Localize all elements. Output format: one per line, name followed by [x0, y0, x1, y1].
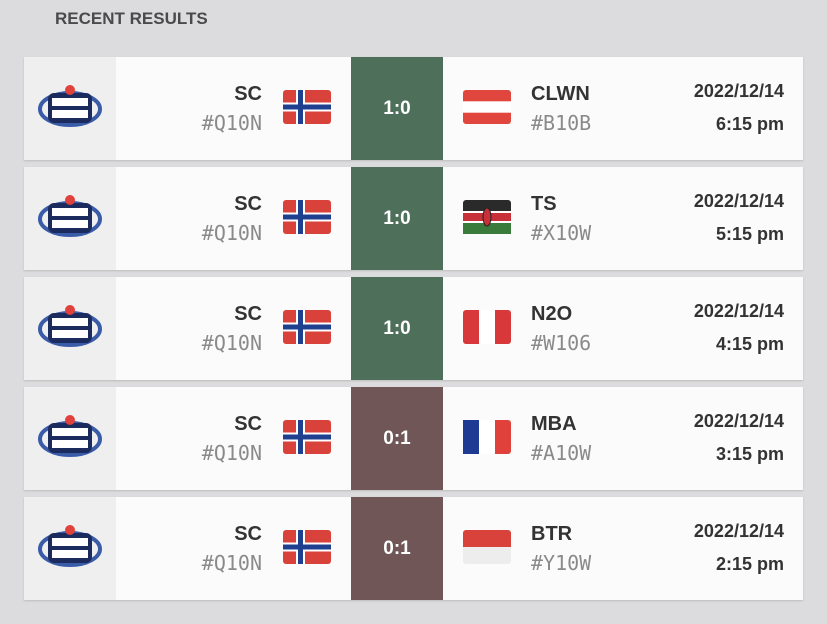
team1-tag: #Q10N: [201, 331, 262, 355]
score: 1:0: [351, 57, 443, 160]
team1-flag: [283, 200, 331, 234]
team1-tag: #Q10N: [201, 441, 262, 465]
match-time: 3:15 pm: [715, 444, 784, 464]
team2-tag: #B10B: [531, 111, 592, 135]
match-date: 2022/12/14: [693, 301, 784, 321]
match-time: 6:15 pm: [715, 114, 784, 134]
team1-name: SC: [234, 413, 262, 435]
team2-flag: [463, 200, 511, 234]
team2-flag: [463, 90, 511, 124]
result-row: SC #Q10N 0:1 MBA #A10W 2022/12/14 3:15 pm: [24, 387, 803, 490]
team2-name: TS: [531, 193, 557, 215]
score: 1:0: [351, 167, 443, 270]
section-title: RECENT RESULTS: [55, 9, 208, 28]
team2-flag: [463, 310, 511, 344]
match-time: 2:15 pm: [715, 554, 784, 574]
match-time: 5:15 pm: [715, 224, 784, 244]
team2-name: MBA: [531, 413, 577, 435]
team1-name: SC: [234, 193, 262, 215]
match-date: 2022/12/14: [693, 411, 784, 431]
team2-tag: #X10W: [531, 221, 592, 245]
team2-tag: #W106: [531, 331, 592, 355]
team2-flag: [463, 420, 511, 454]
team1-tag: #Q10N: [201, 111, 262, 135]
result-row: SC #Q10N 1:0 CLWN #B10B 2022/12/14 6:15 pm: [24, 57, 803, 160]
team2-tag: #A10W: [531, 441, 592, 465]
match-date: 2022/12/14: [693, 81, 784, 101]
event-logo: [24, 167, 116, 270]
team1-flag: [283, 530, 331, 564]
score: 0:1: [351, 497, 443, 600]
team1-name: SC: [234, 523, 262, 545]
team1-flag: [283, 310, 331, 344]
score: 1:0: [351, 277, 443, 380]
match-date: 2022/12/14: [693, 191, 784, 211]
event-logo: [24, 277, 116, 380]
event-logo: [24, 57, 116, 160]
event-logo: [24, 497, 116, 600]
match-date: 2022/12/14: [693, 521, 784, 541]
team2-name: CLWN: [531, 83, 590, 105]
event-logo: [24, 387, 116, 490]
team1-flag: [283, 90, 331, 124]
team1-name: SC: [234, 83, 262, 105]
team2-tag: #Y10W: [531, 551, 592, 575]
result-row: SC #Q10N 1:0 TS #X10W 2022/12/14 5:15 pm: [24, 167, 803, 270]
team2-flag: [463, 530, 511, 564]
match-time: 4:15 pm: [715, 334, 784, 354]
team1-tag: #Q10N: [201, 221, 262, 245]
team2-name: BTR: [531, 523, 573, 545]
team1-flag: [283, 420, 331, 454]
team2-name: N2O: [531, 303, 573, 325]
team1-tag: #Q10N: [201, 551, 262, 575]
team1-name: SC: [234, 303, 262, 325]
result-row: SC #Q10N 0:1 BTR #Y10W 2022/12/14 2:15 pm: [24, 497, 803, 600]
result-row: SC #Q10N 1:0 N2O #W106 2022/12/14 4:15 pm: [24, 277, 803, 380]
score: 0:1: [351, 387, 443, 490]
